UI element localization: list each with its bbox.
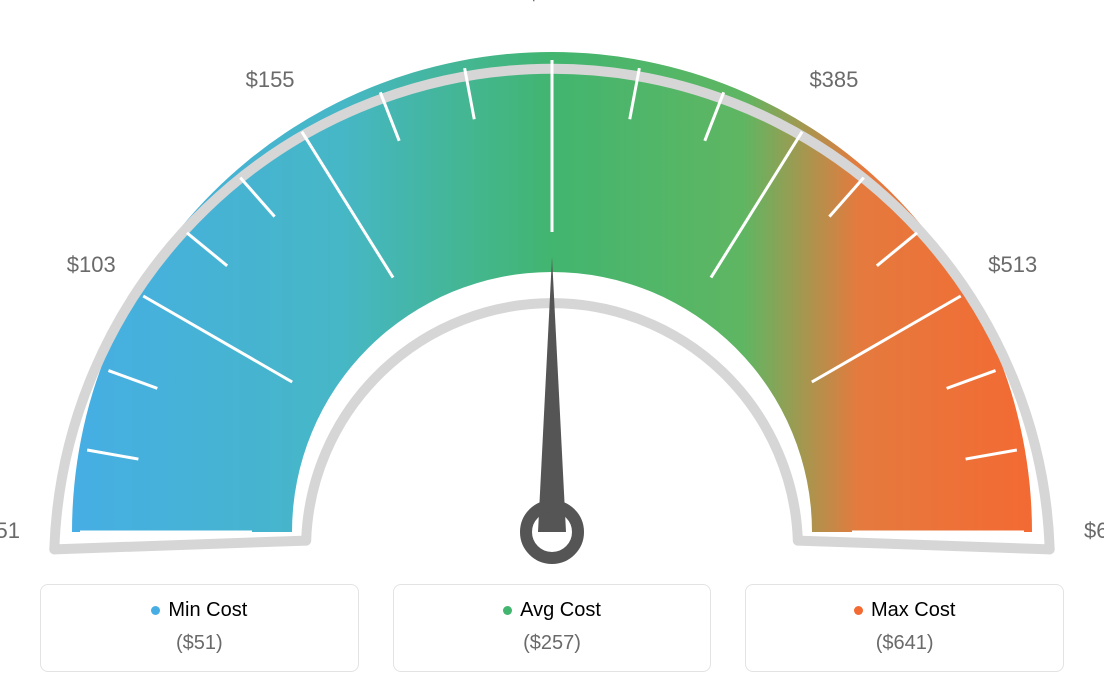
- legend-value-avg: ($257): [404, 632, 701, 655]
- legend-title-max: Max Cost: [854, 599, 955, 622]
- legend-row: Min Cost ($51) Avg Cost ($257) Max Cost …: [0, 584, 1104, 672]
- legend-title-min: Min Cost: [151, 599, 247, 622]
- gauge-tick-label: $257: [528, 0, 577, 5]
- legend-title-avg: Avg Cost: [503, 599, 601, 622]
- gauge-tick-label: $51: [0, 518, 20, 543]
- gauge-tick-label: $385: [809, 67, 858, 92]
- legend-value-max: ($641): [756, 632, 1053, 655]
- legend-label: Avg Cost: [520, 599, 601, 622]
- legend-label: Max Cost: [871, 599, 955, 622]
- gauge-svg: $51 $103 $155 $257 $385 $513 $641: [0, 0, 1104, 570]
- gauge-tick-label: $641: [1084, 518, 1104, 543]
- dot-icon: [151, 606, 160, 615]
- gauge-tick-label: $103: [67, 252, 116, 277]
- legend-value-min: ($51): [51, 632, 348, 655]
- dot-icon: [854, 606, 863, 615]
- gauge-tick-label: $155: [246, 67, 295, 92]
- gauge-tick-label: $513: [988, 252, 1037, 277]
- legend-card-max: Max Cost ($641): [745, 584, 1064, 672]
- legend-card-min: Min Cost ($51): [40, 584, 359, 672]
- legend-card-avg: Avg Cost ($257): [393, 584, 712, 672]
- legend-label: Min Cost: [168, 599, 247, 622]
- dot-icon: [503, 606, 512, 615]
- gauge-chart: $51 $103 $155 $257 $385 $513 $641: [0, 0, 1104, 570]
- chart-container: $51 $103 $155 $257 $385 $513 $641 Min Cost ($5…: [0, 0, 1104, 690]
